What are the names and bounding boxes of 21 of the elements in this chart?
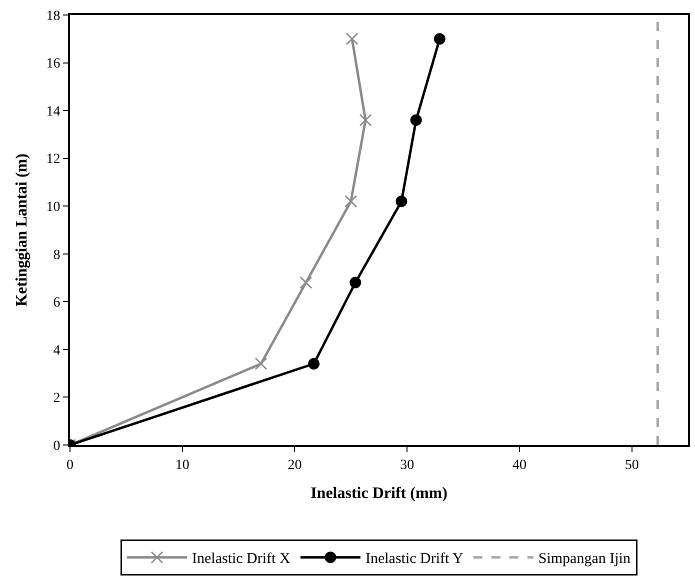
legend-label: Inelastic Drift Y — [365, 551, 464, 568]
y-tick-label: 4 — [53, 343, 60, 358]
y-tick-label: 6 — [53, 296, 60, 311]
y-tick-label: 18 — [46, 8, 60, 24]
legend-label: Inelastic Drift X — [192, 551, 290, 568]
x-tick-label: 20 — [288, 458, 302, 473]
x-tick-label: 40 — [512, 458, 526, 473]
y-tick-label: 14 — [46, 104, 60, 120]
x-axis-title: Inelastic Drift (mm) — [310, 485, 448, 502]
y-tick-label: 8 — [53, 248, 60, 263]
y-tick-label: 2 — [53, 391, 60, 406]
y-tick-label: 10 — [46, 200, 60, 216]
x-tick-label: 30 — [400, 458, 414, 473]
y-axis-title: Ketinggian Lantai (m) — [14, 154, 31, 306]
legend-label: Simpangan Ijin — [538, 551, 631, 568]
x-tick-label: 0 — [66, 458, 74, 473]
y-tick-label: 0 — [53, 438, 60, 454]
x-tick-label: 50 — [624, 458, 639, 473]
x-tick-label: 10 — [175, 458, 190, 473]
y-tick-label: 12 — [46, 152, 60, 168]
y-tick-label: 16 — [46, 56, 60, 72]
